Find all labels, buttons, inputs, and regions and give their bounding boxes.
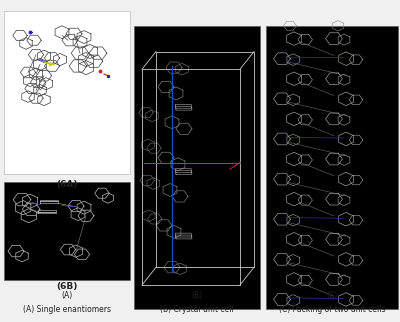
- Bar: [266, 26, 398, 309]
- Text: (B) Crystal unit cell: (B) Crystal unit cell: [160, 305, 234, 314]
- Text: (C) Packing of two unit cells: (C) Packing of two unit cells: [279, 305, 385, 314]
- Text: (6B): (6B): [56, 282, 78, 291]
- Text: (6A): (6A): [56, 180, 78, 189]
- Bar: [4, 11, 130, 174]
- Text: (B): (B): [192, 291, 202, 300]
- Text: (A): (A): [61, 291, 73, 300]
- Bar: [134, 26, 260, 309]
- Text: (C): (C): [326, 291, 338, 300]
- Bar: [4, 182, 130, 280]
- Text: (A) Single enantiomers: (A) Single enantiomers: [23, 305, 111, 314]
